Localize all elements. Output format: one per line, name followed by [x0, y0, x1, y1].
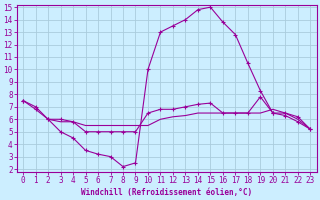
X-axis label: Windchill (Refroidissement éolien,°C): Windchill (Refroidissement éolien,°C) — [81, 188, 252, 197]
